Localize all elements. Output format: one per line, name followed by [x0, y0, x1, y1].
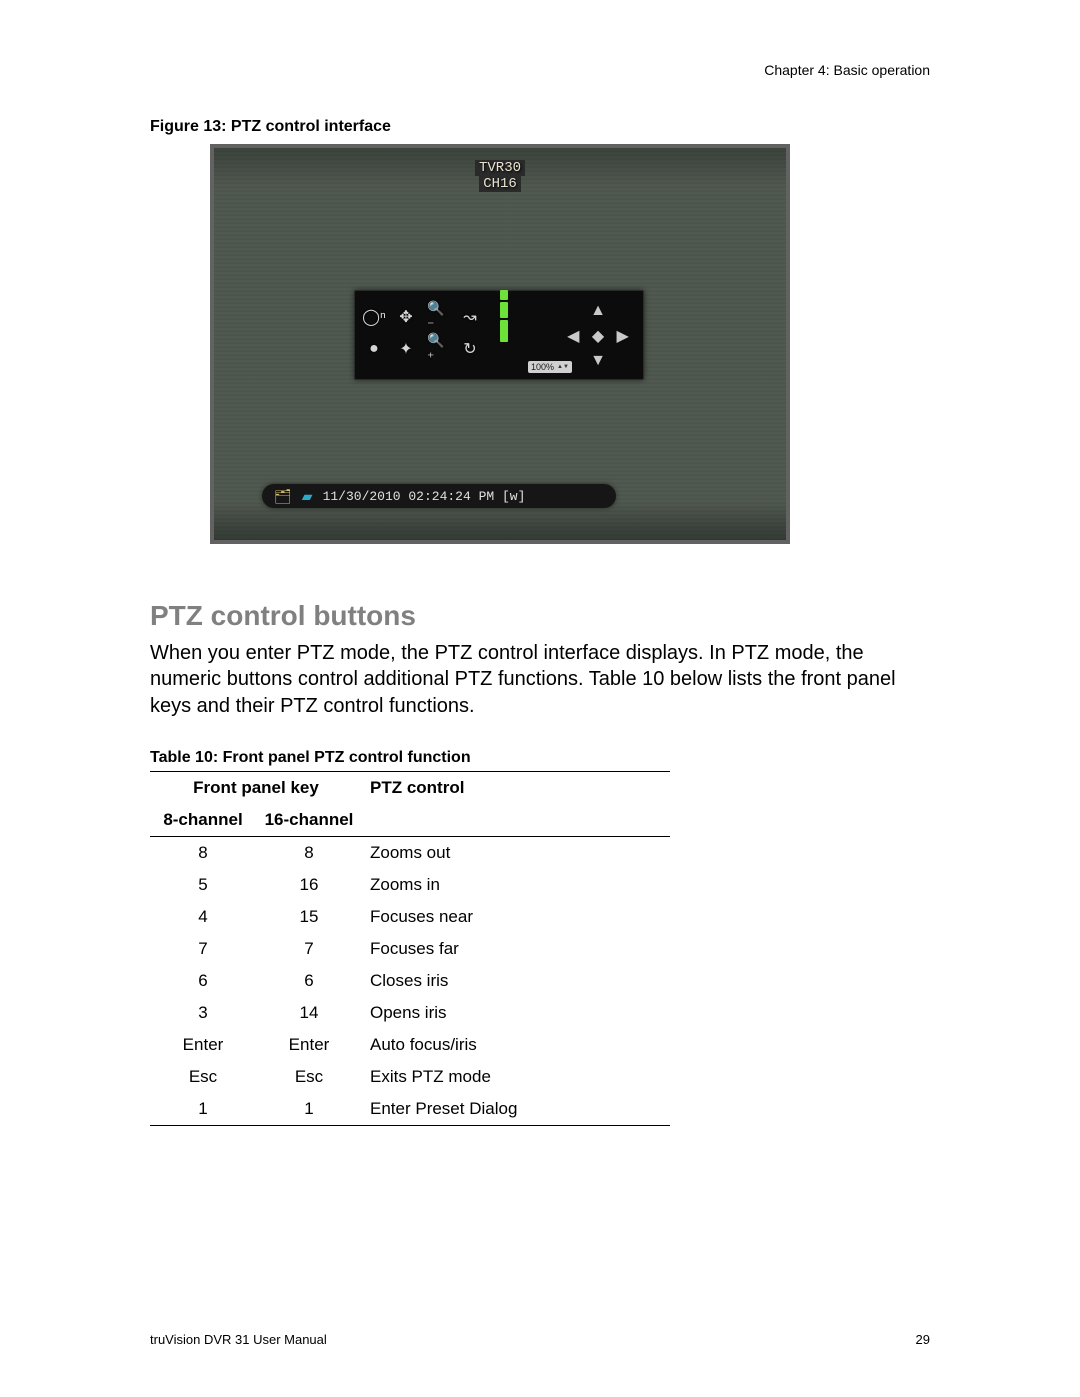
th-16-channel: 16-channel — [256, 804, 362, 837]
cell-8ch: 6 — [150, 965, 256, 997]
cell-16ch: 16 — [256, 869, 362, 901]
document-page: Chapter 4: Basic operation Figure 13: PT… — [0, 0, 1080, 1397]
cell-16ch: 15 — [256, 901, 362, 933]
cell-16ch: 6 — [256, 965, 362, 997]
osd-camera-label: TVR30 CH16 — [475, 160, 525, 192]
status-icon-2: ▰ — [302, 488, 313, 505]
cell-8ch: 5 — [150, 869, 256, 901]
figure-screenshot: TVR30 CH16 ◯ⁿ ✥ 🔍⁻ ↝ ● ✦ 🔍⁺ ↻ — [210, 144, 790, 544]
cell-16ch: Enter — [256, 1029, 362, 1061]
cell-16ch: 7 — [256, 933, 362, 965]
arrow-left-icon[interactable]: ◀ — [561, 324, 586, 349]
cell-8ch: 3 — [150, 997, 256, 1029]
th-ptz-control: PTZ control — [362, 772, 670, 805]
chapter-header: Chapter 4: Basic operation — [764, 62, 930, 78]
osd-line2: CH16 — [479, 176, 521, 192]
table-row: EscEscExits PTZ mode — [150, 1061, 670, 1093]
arrow-center-icon[interactable]: ◆ — [586, 324, 611, 349]
cell-8ch: Enter — [150, 1029, 256, 1061]
zoom-in-icon[interactable]: 🔍⁺ — [427, 338, 449, 360]
cell-ptz-control: Opens iris — [362, 997, 670, 1029]
osd-line1: TVR30 — [475, 160, 525, 176]
table-row: EnterEnterAuto focus/iris — [150, 1029, 670, 1061]
preset-icon[interactable]: ↝ — [459, 306, 481, 328]
table-caption: Table 10: Front panel PTZ control functi… — [150, 749, 940, 767]
table-row: 77Focuses far — [150, 933, 670, 965]
footer-manual-title: truVision DVR 31 User Manual — [150, 1332, 327, 1347]
ptz-speed-value: 100% — [531, 361, 554, 373]
cell-16ch: 1 — [256, 1093, 362, 1126]
cell-16ch: 14 — [256, 997, 362, 1029]
table-row: 11Enter Preset Dialog — [150, 1093, 670, 1126]
arrow-right-icon[interactable]: ▶ — [610, 324, 635, 349]
cell-ptz-control: Zooms out — [362, 837, 670, 870]
cell-ptz-control: Exits PTZ mode — [362, 1061, 670, 1093]
page-footer: truVision DVR 31 User Manual 29 — [150, 1332, 930, 1347]
auto-icon[interactable]: ↻ — [459, 338, 481, 360]
pad-blank — [610, 299, 635, 324]
arrow-up-icon[interactable]: ▲ — [586, 299, 611, 324]
cell-ptz-control: Enter Preset Dialog — [362, 1093, 670, 1126]
pad-blank — [561, 299, 586, 324]
zoom-out-icon[interactable]: 🔍⁻ — [427, 306, 449, 328]
cell-16ch: Esc — [256, 1061, 362, 1093]
focus-far-icon[interactable]: ✦ — [395, 338, 417, 360]
table-row: 415Focuses near — [150, 901, 670, 933]
cell-8ch: 8 — [150, 837, 256, 870]
cell-ptz-control: Focuses far — [362, 933, 670, 965]
arrow-down-icon[interactable]: ▼ — [586, 348, 611, 373]
speed-bars — [495, 290, 513, 344]
ptz-arrow-pad: ▲ ◀ ◆ ▶ ▼ — [561, 299, 635, 373]
table-row: 88Zooms out — [150, 837, 670, 870]
table-row: 314Opens iris — [150, 997, 670, 1029]
cell-ptz-control: Closes iris — [362, 965, 670, 997]
th-blank — [362, 804, 670, 837]
speed-bar — [500, 320, 508, 342]
th-8-channel: 8-channel — [150, 804, 256, 837]
ptz-control-panel: ◯ⁿ ✥ 🔍⁻ ↝ ● ✦ 🔍⁺ ↻ 100% ▲ ▼ — [354, 290, 644, 380]
speed-bar — [500, 302, 508, 318]
pad-blank — [610, 348, 635, 373]
iris-close-icon[interactable]: ● — [363, 338, 385, 360]
pad-blank — [561, 348, 586, 373]
focus-near-icon[interactable]: ✥ — [395, 306, 417, 328]
footer-page-number: 29 — [916, 1332, 930, 1347]
iris-open-icon[interactable]: ◯ⁿ — [363, 306, 385, 328]
cell-ptz-control: Zooms in — [362, 869, 670, 901]
th-front-panel-key: Front panel key — [150, 772, 362, 805]
status-bar: 🗂 ▰ 11/30/2010 02:24:24 PM [w] — [262, 484, 616, 508]
cell-ptz-control: Auto focus/iris — [362, 1029, 670, 1061]
video-frame: TVR30 CH16 ◯ⁿ ✥ 🔍⁻ ↝ ● ✦ 🔍⁺ ↻ — [214, 148, 786, 540]
cell-16ch: 8 — [256, 837, 362, 870]
cell-ptz-control: Focuses near — [362, 901, 670, 933]
table-row: 516Zooms in — [150, 869, 670, 901]
status-icon-1: 🗂 — [274, 488, 292, 505]
ptz-function-table: Front panel key PTZ control 8-channel 16… — [150, 771, 670, 1126]
cell-8ch: Esc — [150, 1061, 256, 1093]
table-row: 66Closes iris — [150, 965, 670, 997]
status-timestamp: 11/30/2010 02:24:24 PM [w] — [323, 489, 526, 504]
speed-bar — [500, 290, 508, 300]
section-body: When you enter PTZ mode, the PTZ control… — [150, 640, 940, 719]
cell-8ch: 7 — [150, 933, 256, 965]
section-heading: PTZ control buttons — [150, 600, 940, 632]
cell-8ch: 4 — [150, 901, 256, 933]
figure-caption: Figure 13: PTZ control interface — [150, 118, 940, 136]
cell-8ch: 1 — [150, 1093, 256, 1126]
